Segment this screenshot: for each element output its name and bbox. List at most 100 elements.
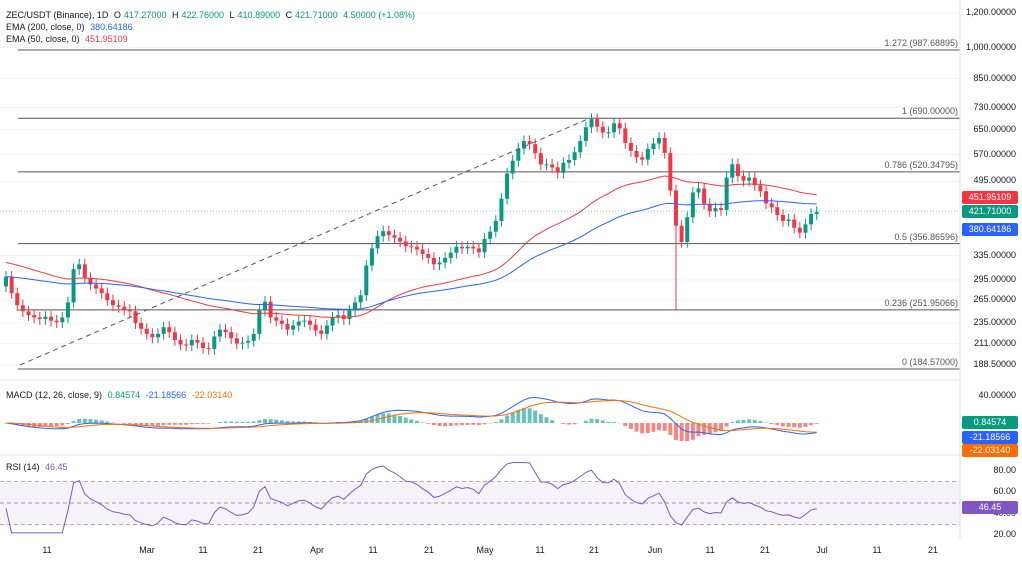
macd-histogram-bar xyxy=(465,423,470,425)
macd-histogram-bar xyxy=(690,423,695,440)
time-axis-label: 11 xyxy=(198,545,208,555)
macd-histogram-bar xyxy=(195,423,200,424)
candle-body xyxy=(668,152,673,191)
macd-legend[interactable]: MACD (12, 26, close, 9) 0.84574 -21.1856… xyxy=(6,390,235,401)
candle-body xyxy=(94,284,99,289)
candle-body xyxy=(212,336,217,350)
candle-body xyxy=(172,332,177,340)
candle-body xyxy=(71,269,76,303)
macd-histogram-bar xyxy=(460,423,465,426)
macd-histogram-bar xyxy=(279,420,284,423)
macd-histogram-bar xyxy=(398,416,403,423)
macd-histogram-bar xyxy=(521,407,526,423)
macd-histogram-bar xyxy=(161,423,166,426)
rsi-axis-label: 80.00 xyxy=(993,465,1016,475)
ema200-legend-value: 380.64186 xyxy=(90,22,133,32)
time-axis-label: 21 xyxy=(252,545,264,555)
candle-body xyxy=(369,248,374,266)
macd-legend-label: MACD (12, 26, close, 9) xyxy=(6,390,103,400)
macd-histogram-bar xyxy=(561,423,566,424)
macd-histogram-bar xyxy=(707,423,712,434)
macd-histogram-bar xyxy=(77,419,82,423)
macd-histogram-bar xyxy=(60,423,65,426)
candle-body xyxy=(747,177,752,181)
candle-body xyxy=(223,329,228,333)
macd-histogram-bar xyxy=(234,421,239,423)
macd-histogram-bar xyxy=(803,423,808,427)
macd-histogram-bar xyxy=(178,423,183,425)
macd-histogram-bar xyxy=(713,423,718,433)
candle-body xyxy=(32,315,37,318)
ema200-legend[interactable]: EMA (200, close, 0) 380.64186 xyxy=(6,22,136,33)
ema50-legend[interactable]: EMA (50, close, 0) 451.95109 xyxy=(6,34,131,45)
candle-body xyxy=(538,153,543,165)
macd-histogram-bar xyxy=(628,423,633,429)
macd-histogram-bar xyxy=(99,420,104,423)
fibonacci-levels xyxy=(18,49,960,370)
candle-body xyxy=(9,276,14,294)
macd-histogram-bar xyxy=(814,423,819,424)
candle-body xyxy=(77,264,82,270)
candle-body xyxy=(268,301,273,318)
macd-histogram-bar xyxy=(291,421,296,423)
candle-body xyxy=(189,339,194,346)
macd-histogram-bar xyxy=(533,410,538,423)
macd-histogram-bar xyxy=(775,423,780,426)
candle-body xyxy=(426,253,431,258)
candle-body xyxy=(262,301,267,311)
open-value: 417.27000 xyxy=(123,10,167,20)
macd-histogram-bar xyxy=(612,421,617,423)
macd-histogram-bar xyxy=(550,420,555,423)
price-axis-label: 211.00000 xyxy=(974,337,1016,348)
time-axis-label: Mar xyxy=(139,545,155,555)
candle-body xyxy=(550,164,555,168)
candle-body xyxy=(662,137,667,153)
candle-body xyxy=(178,339,183,345)
candle-body xyxy=(595,119,600,127)
candle-body xyxy=(814,211,819,215)
candle-body xyxy=(99,288,104,294)
macd-histogram-bar xyxy=(172,423,177,425)
candle-body xyxy=(780,214,785,221)
candle-body xyxy=(54,320,59,323)
rsi-legend[interactable]: RSI (14) 46.45 xyxy=(6,462,71,473)
candle-body xyxy=(206,348,211,350)
macd-histogram-bar xyxy=(797,423,802,428)
candle-body xyxy=(313,324,318,331)
candle-body xyxy=(544,164,549,166)
macd-histogram-bar xyxy=(572,423,577,425)
candle-body xyxy=(460,246,465,249)
candle-body xyxy=(279,320,284,324)
price-axis-label: 1,000.00000 xyxy=(965,41,1016,52)
candle-body xyxy=(274,317,279,321)
macd-histogram-bar xyxy=(448,423,453,426)
candle-body xyxy=(386,231,391,236)
macd-histogram-bar xyxy=(150,423,155,427)
candle-body xyxy=(234,338,239,344)
macd-histogram-bar xyxy=(364,418,369,423)
macd-histogram-bar xyxy=(189,423,194,425)
price-axis-label: 335.00000 xyxy=(973,249,1016,260)
candle-body xyxy=(657,137,662,144)
candle-body xyxy=(719,208,724,210)
fib-level-label: 1 (690.00000) xyxy=(901,106,958,117)
candle-body xyxy=(184,344,189,346)
macd-histogram-bar xyxy=(476,423,481,426)
candle-body xyxy=(20,305,25,312)
macd-histogram-bar xyxy=(71,421,76,423)
time-axis-label: 11 xyxy=(535,545,545,555)
candle-body xyxy=(679,225,684,242)
candle-body xyxy=(358,295,363,303)
macd-histogram-bar xyxy=(82,418,87,423)
candle-body xyxy=(88,277,93,285)
candle-body xyxy=(324,325,329,334)
candle-body xyxy=(420,249,425,254)
candle-body xyxy=(555,167,560,173)
symbol-title[interactable]: ZEC/USDT (Binance), 1D xyxy=(6,10,109,20)
macd-histogram-bar xyxy=(262,419,267,423)
macd-histogram-bar xyxy=(20,423,25,427)
price-axis-label: 570.00000 xyxy=(973,148,1016,159)
candle-body xyxy=(499,198,504,221)
macd-histogram-bar xyxy=(127,423,132,425)
